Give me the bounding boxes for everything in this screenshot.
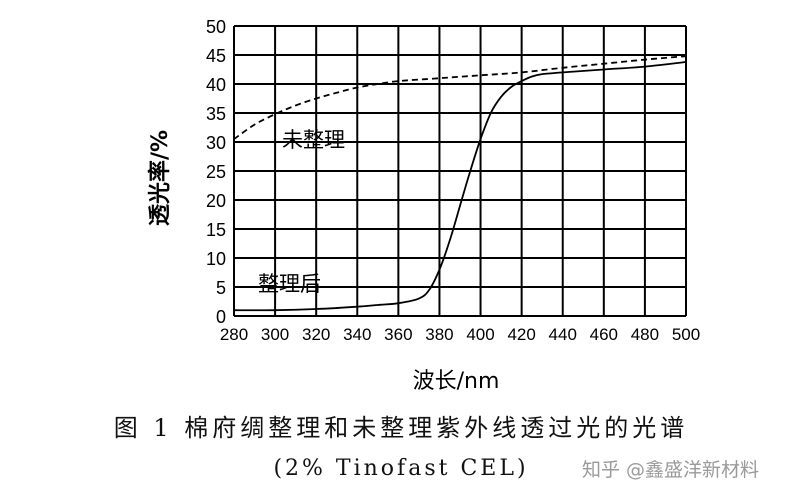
y-axis-label: 透光率/%	[147, 130, 173, 226]
y-tick-label: 45	[206, 46, 226, 66]
annotation-untreated: 未整理	[282, 128, 345, 152]
grid	[233, 25, 687, 317]
x-tick-label: 400	[466, 325, 494, 344]
annotation-treated: 整理后	[258, 272, 321, 296]
x-tick-label: 480	[631, 325, 659, 344]
figure-caption: 图 1 棉府绸整理和未整理紫外线透过光的光谱	[113, 414, 689, 442]
y-tick-label: 40	[206, 75, 226, 95]
y-tick-label: 25	[206, 162, 226, 182]
x-tick-label: 320	[302, 325, 330, 344]
series-line-untreated	[233, 55, 687, 140]
series-layer	[233, 55, 687, 312]
x-tick-label: 300	[261, 325, 289, 344]
y-tick-label: 10	[206, 249, 226, 269]
x-tick-labels: 280 300 320 340 360 380 400 420 440 460 480 500	[220, 325, 700, 344]
watermark: 知乎 @鑫盛洋新材料	[582, 459, 760, 481]
y-tick-label: 30	[206, 133, 226, 153]
y-tick-label: 50	[206, 17, 226, 37]
figure-subcaption: (2% Tinofast CEL)	[273, 456, 529, 481]
x-tick-label: 280	[220, 325, 248, 344]
x-tick-label: 440	[549, 325, 577, 344]
x-tick-label: 500	[672, 325, 700, 344]
y-tick-labels: 0 5 10 15 20 25 30 35 40 45 50	[206, 17, 226, 327]
y-tick-label: 5	[216, 278, 226, 298]
y-tick-label: 35	[206, 104, 226, 124]
chart: 0 5 10 15 20 25 30 35 40 45 50 280 300 320 340 360 380 4…	[147, 17, 700, 394]
y-tick-label: 0	[216, 307, 226, 327]
x-tick-label: 420	[507, 325, 535, 344]
x-tick-label: 460	[590, 325, 618, 344]
x-tick-label: 380	[425, 325, 453, 344]
x-axis-label: 波长/nm	[413, 369, 500, 394]
y-tick-label: 15	[206, 220, 226, 240]
x-tick-label: 340	[343, 325, 371, 344]
x-tick-label: 360	[384, 325, 412, 344]
series-line-treated	[233, 61, 687, 312]
y-tick-label: 20	[206, 191, 226, 211]
